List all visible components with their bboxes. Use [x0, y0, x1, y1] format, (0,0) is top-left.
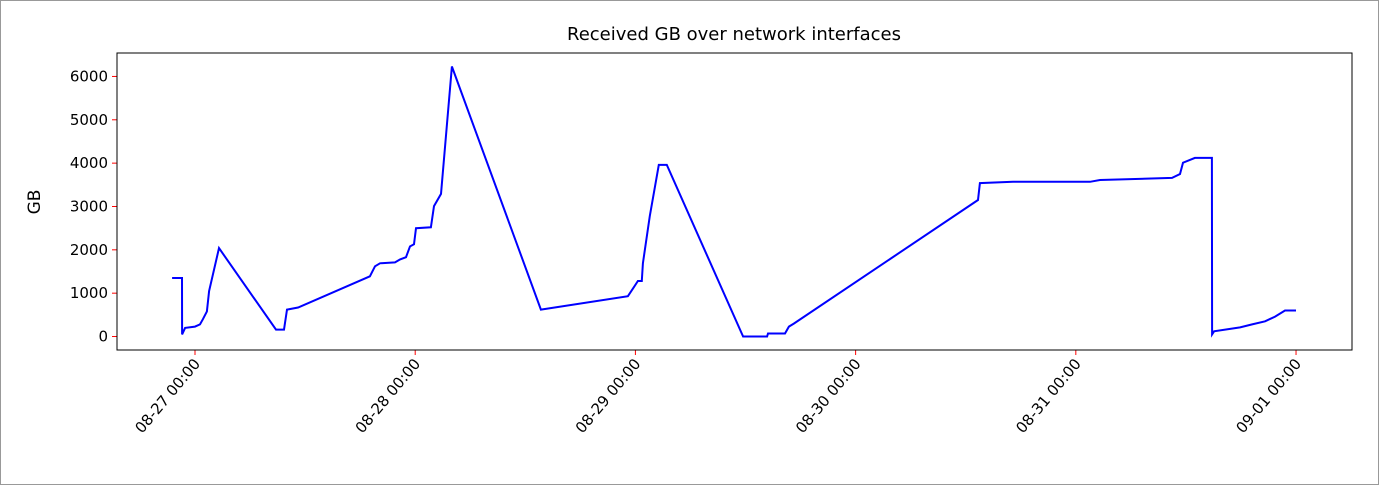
y-tick-label: 0: [98, 328, 108, 346]
plot-frame: [116, 52, 1353, 351]
data-line: [172, 66, 1296, 338]
y-tick-label: 6000: [70, 67, 108, 85]
y-tick-label: 2000: [70, 241, 108, 259]
y-axis-label: GB: [25, 190, 45, 215]
y-tick-label: 1000: [70, 284, 108, 302]
y-tick-label: 4000: [70, 154, 108, 172]
chart-title: Received GB over network interfaces: [567, 24, 901, 45]
y-tick-label: 5000: [70, 111, 108, 129]
y-tick-label: 3000: [70, 197, 108, 215]
